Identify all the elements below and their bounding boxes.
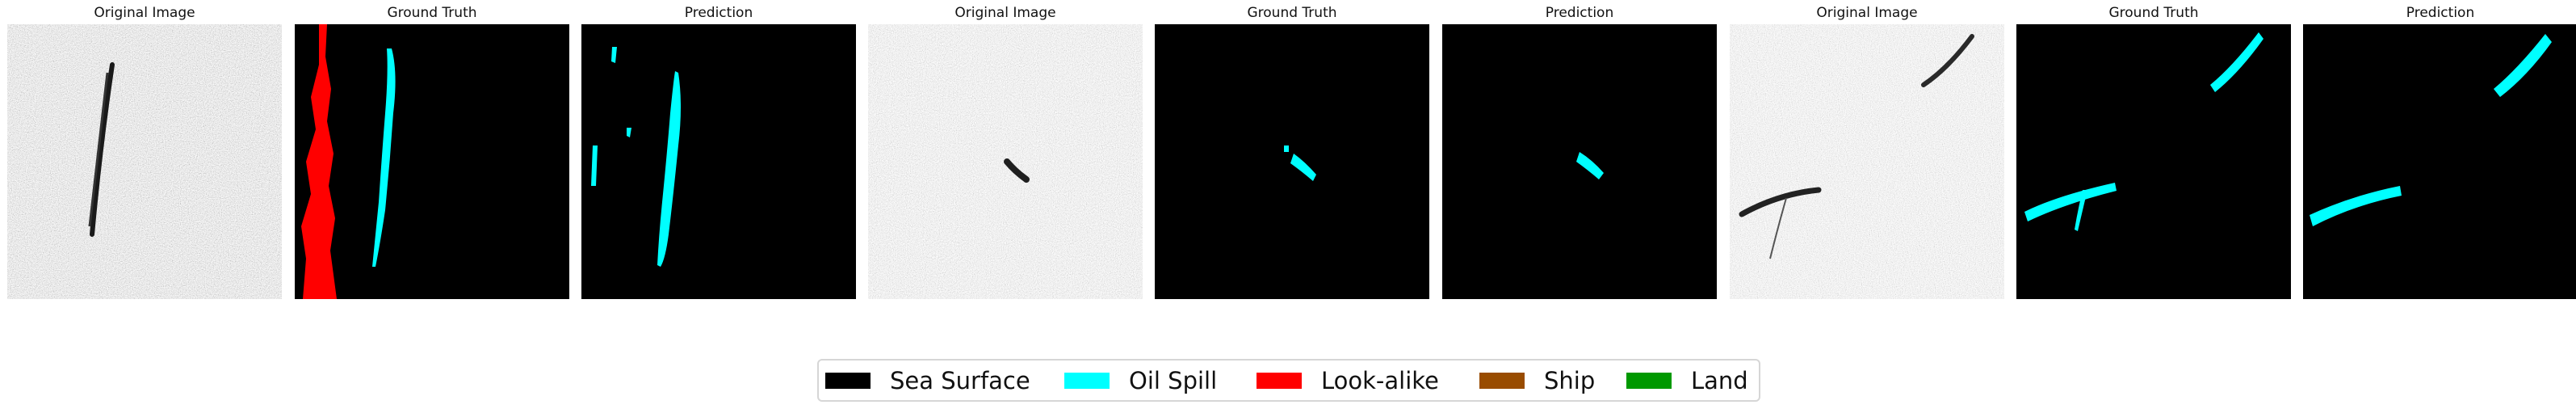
- ground-truth-mask: [1155, 24, 1429, 299]
- ground-truth-mask: [295, 24, 569, 299]
- legend-swatch: [1626, 373, 1672, 389]
- panel-5: Ground Truth: [1155, 0, 1429, 299]
- legend-swatch: [1479, 373, 1525, 389]
- legend-swatch: [1064, 373, 1110, 389]
- panel-3: Prediction: [581, 0, 856, 299]
- legend: Sea Surface Oil Spill Look-alike Ship La…: [817, 359, 1760, 402]
- sar-image: [1730, 24, 2004, 299]
- panel-title: Prediction: [684, 5, 753, 21]
- panel-title: Original Image: [94, 5, 195, 21]
- legend-label: Oil Spill: [1129, 367, 1218, 394]
- panel-4: Original Image: [868, 0, 1143, 299]
- panel-1: Original Image: [7, 0, 282, 299]
- sar-image: [868, 24, 1143, 299]
- prediction-mask: [2303, 24, 2576, 299]
- panel-6: Prediction: [1442, 0, 1717, 299]
- legend-label: Look-alike: [1321, 367, 1439, 394]
- panel-title: Ground Truth: [1247, 5, 1337, 21]
- panel-7: Original Image: [1730, 0, 2004, 299]
- panel-2: Ground Truth: [295, 0, 569, 299]
- panel-title: Original Image: [1816, 5, 1918, 21]
- legend-swatch: [1257, 373, 1302, 389]
- sar-image: [7, 24, 282, 299]
- panel-title: Ground Truth: [2108, 5, 2199, 21]
- panel-8: Ground Truth: [2016, 0, 2291, 299]
- panel-title: Ground Truth: [387, 5, 477, 21]
- panel-title: Original Image: [954, 5, 1056, 21]
- legend-swatch: [825, 373, 871, 389]
- panel-9: Prediction: [2303, 0, 2576, 299]
- prediction-mask: [581, 24, 856, 299]
- legend-label: Land: [1691, 367, 1748, 394]
- legend-label: Sea Surface: [890, 367, 1030, 394]
- ground-truth-mask: [2016, 24, 2291, 299]
- panel-title: Prediction: [1545, 5, 1614, 21]
- legend-label: Ship: [1544, 367, 1596, 394]
- panel-title: Prediction: [2406, 5, 2475, 21]
- prediction-mask: [1442, 24, 1717, 299]
